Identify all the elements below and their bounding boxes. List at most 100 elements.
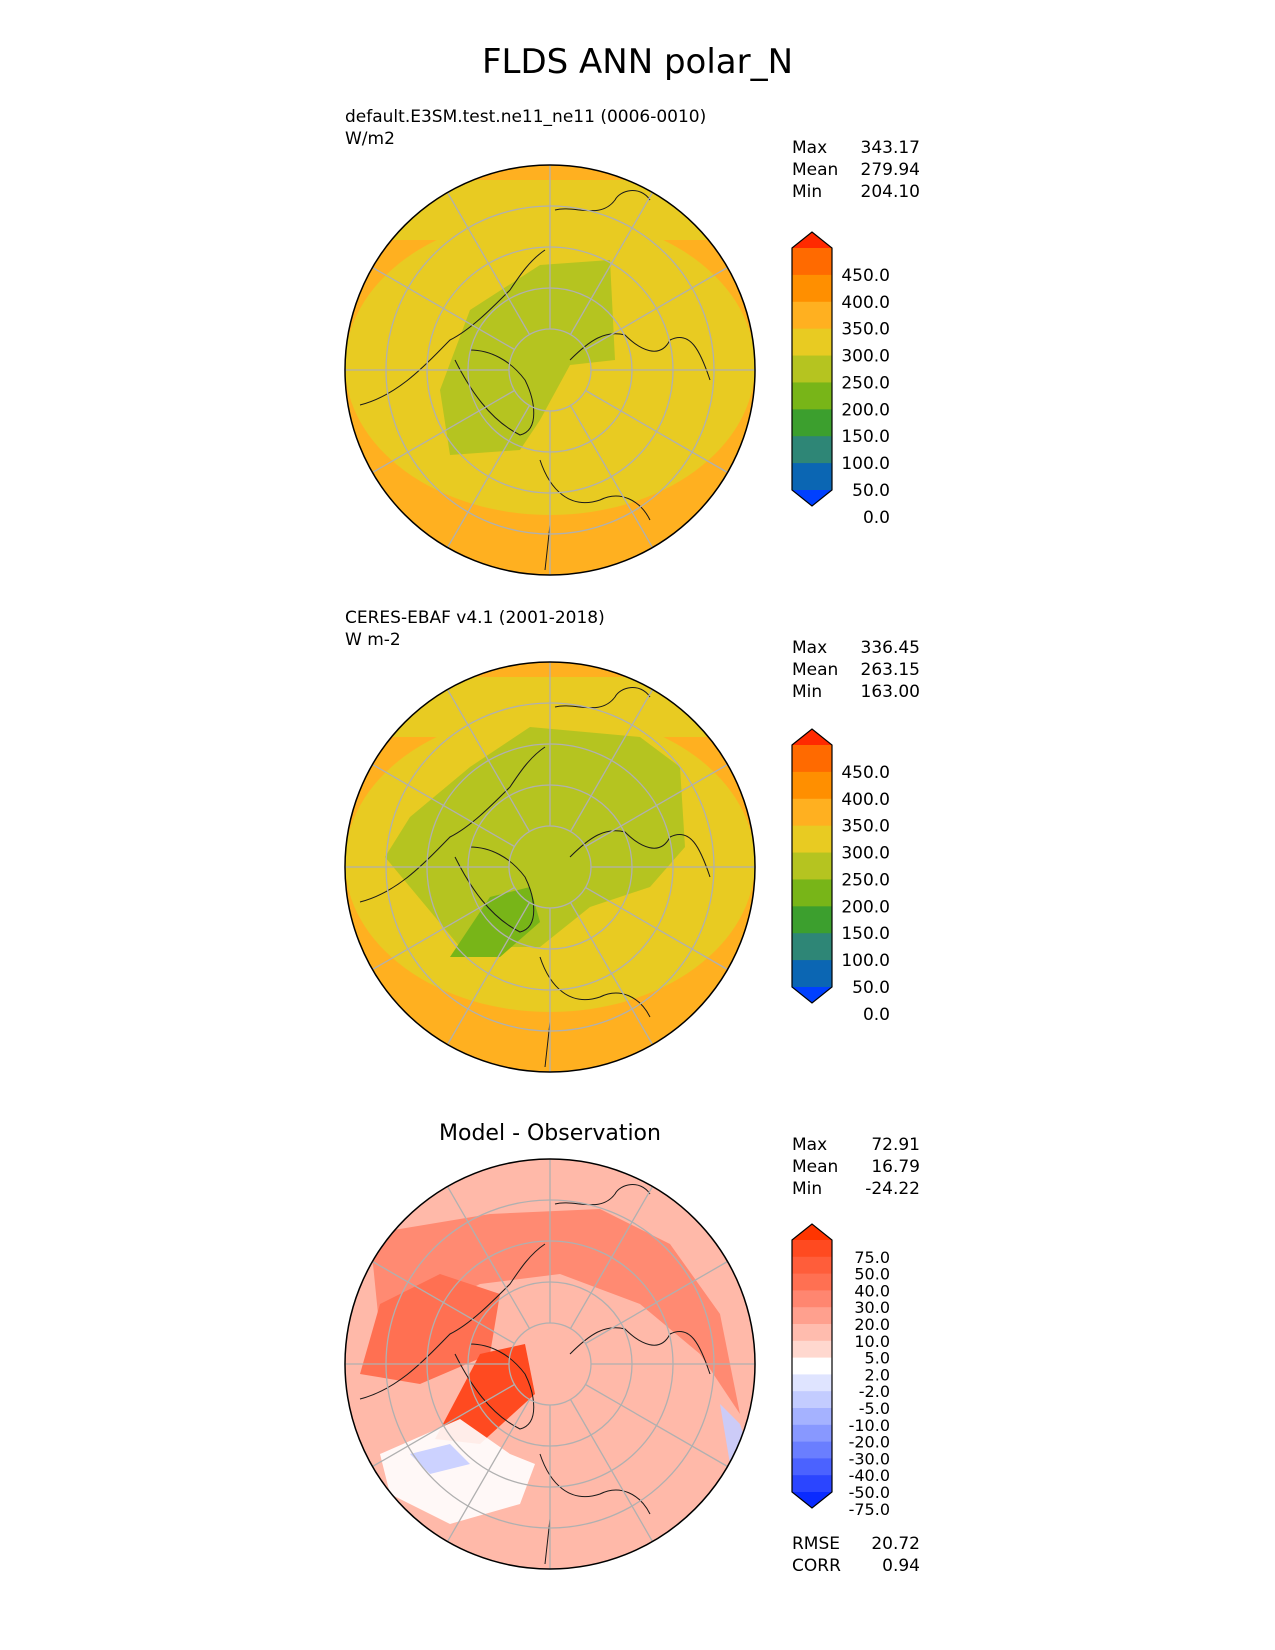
panel-2-stats: Max 336.45 Mean 263.15 Min 163.00	[792, 637, 920, 703]
field-band-200-250	[385, 727, 685, 947]
map-boundary	[344, 661, 756, 1073]
colorbar-tick-label: 75.0	[854, 1248, 890, 1267]
map-boundary	[344, 1158, 756, 1570]
longitude-line	[372, 1383, 515, 1468]
colorbar-segment	[792, 771, 832, 800]
stat-label: Mean	[792, 160, 839, 180]
colorbar-segment	[792, 409, 832, 437]
coastline	[554, 1184, 651, 1206]
colorbar-tick-label: 5.0	[865, 1349, 890, 1368]
colorbar-segment	[792, 463, 832, 491]
colorbar-segment	[792, 1475, 832, 1493]
panel-3-stats: Max 72.91 Mean 16.79 Min -24.22	[792, 1134, 920, 1200]
colorbar-tick-label: 100.0	[841, 951, 890, 971]
colorbar-segment	[792, 1408, 832, 1426]
colorbar-segment	[792, 1424, 832, 1443]
panel-1-stats: Max 343.17 Mean 279.94 Min 204.10	[792, 137, 920, 203]
stat-label: Min	[792, 182, 823, 202]
colorbar-tick-label: 150.0	[841, 924, 890, 944]
panel-3-polar-map	[344, 1158, 756, 1570]
colorbar-segment	[792, 960, 832, 988]
longitude-line	[569, 1399, 654, 1542]
colorbar-tick-label: 400.0	[841, 293, 890, 313]
stat-value: 0.94	[882, 1556, 920, 1576]
colorbar-extend-top	[792, 1224, 832, 1240]
panel-2-colorbar: 450.0 400.0 350.0 300.0 250.0 200.0 150.0 100.0…	[791, 728, 890, 1025]
colorbar-segment	[792, 1374, 832, 1392]
stat-label: Min	[792, 1179, 823, 1199]
stat-value: 16.79	[871, 1157, 920, 1177]
colorbar-tick-label: 250.0	[841, 870, 890, 890]
longitude-line	[446, 902, 531, 1045]
longitude-line	[372, 1260, 515, 1345]
colorbar-tick-label: 10.0	[854, 1332, 890, 1351]
field-band-150-200	[450, 887, 540, 957]
coastline	[359, 1243, 546, 1400]
colorbar-extend-top	[792, 232, 832, 248]
colorbar-segment	[792, 355, 832, 383]
colorbar-tick-label: 50.0	[852, 481, 890, 501]
coastline	[544, 524, 551, 571]
colorbar-segment	[792, 1256, 832, 1275]
field-band-negative	[410, 1444, 470, 1474]
colorbar-tick-label: 40.0	[854, 1281, 890, 1300]
coastline	[554, 190, 651, 212]
coastline	[569, 333, 711, 381]
colorbar-extend-bottom	[792, 490, 832, 506]
colorbar-tick-label: -75.0	[849, 1500, 890, 1519]
map-boundary	[344, 164, 756, 576]
panel-2-polar-map	[344, 661, 756, 1073]
panel-1-header: default.E3SM.test.ne11_ne11 (0006-0010) …	[345, 106, 706, 150]
colorbar-segment	[792, 1458, 832, 1476]
colorbar-segment	[792, 879, 832, 907]
coastline	[454, 1343, 535, 1430]
colorbar-tick-label: 200.0	[841, 400, 890, 420]
colorbar-tick-label: 50.0	[852, 978, 890, 998]
longitude-line	[569, 192, 654, 335]
colorbar-tick-label: -20.0	[849, 1433, 890, 1452]
colorbar-segment	[792, 1273, 832, 1291]
panel-1-case-name: default.E3SM.test.ne11_ne11 (0006-0010)	[345, 107, 707, 127]
panel-3-title: Model - Observation	[439, 1121, 661, 1146]
stat-label: Min	[792, 682, 823, 702]
stat-value: 72.91	[871, 1135, 920, 1155]
longitude-line	[585, 266, 728, 351]
coastline	[359, 746, 546, 903]
coastline	[544, 1518, 551, 1565]
stat-label: CORR	[792, 1556, 841, 1576]
panel-1-colorbar: 450.0 400.0 350.0 300.0 250.0 200.0 150.0 100.0…	[791, 231, 890, 528]
colorbar-segment	[792, 328, 832, 357]
colorbar-segment	[792, 745, 832, 773]
longitude-line	[372, 266, 515, 351]
longitude-line	[585, 763, 728, 848]
longitude-line	[372, 389, 515, 474]
coastline	[554, 687, 651, 709]
coastline	[539, 459, 651, 521]
coastline	[454, 846, 535, 933]
stat-value: 163.00	[860, 682, 920, 702]
longitude-line	[372, 886, 515, 971]
colorbar-segment	[792, 1441, 832, 1459]
colorbar-segment	[792, 301, 832, 330]
field-band-200-250	[440, 260, 615, 455]
panel-3-colorbar: 75.050.040.030.020.010.05.02.0-2.0-5.0-1…	[791, 1223, 890, 1519]
colorbar-tick-label: 350.0	[841, 817, 890, 837]
stat-label: Mean	[792, 660, 839, 680]
colorbar-tick-label: 150.0	[841, 427, 890, 447]
longitude-line	[569, 1186, 654, 1329]
colorbar-extend-bottom	[792, 987, 832, 1003]
colorbar-tick-label: 350.0	[841, 320, 890, 340]
colorbar-tick-label: 2.0	[865, 1365, 890, 1384]
longitude-line	[585, 886, 728, 971]
panel-2-header: CERES-EBAF v4.1 (2001-2018) W m-2	[345, 607, 605, 651]
colorbar-segment	[792, 933, 832, 961]
field-band-near-zero	[380, 1419, 535, 1524]
colorbar-tick-label: 450.0	[841, 763, 890, 783]
colorbar-tick-label: 0.0	[863, 1005, 890, 1025]
stat-label: Max	[792, 1135, 828, 1155]
colorbar-tick-label: -5.0	[859, 1399, 890, 1418]
longitude-line	[372, 763, 515, 848]
coastline	[359, 249, 546, 406]
colorbar-tick-label: -50.0	[849, 1483, 890, 1502]
panel-2-units: W m-2	[345, 630, 401, 650]
